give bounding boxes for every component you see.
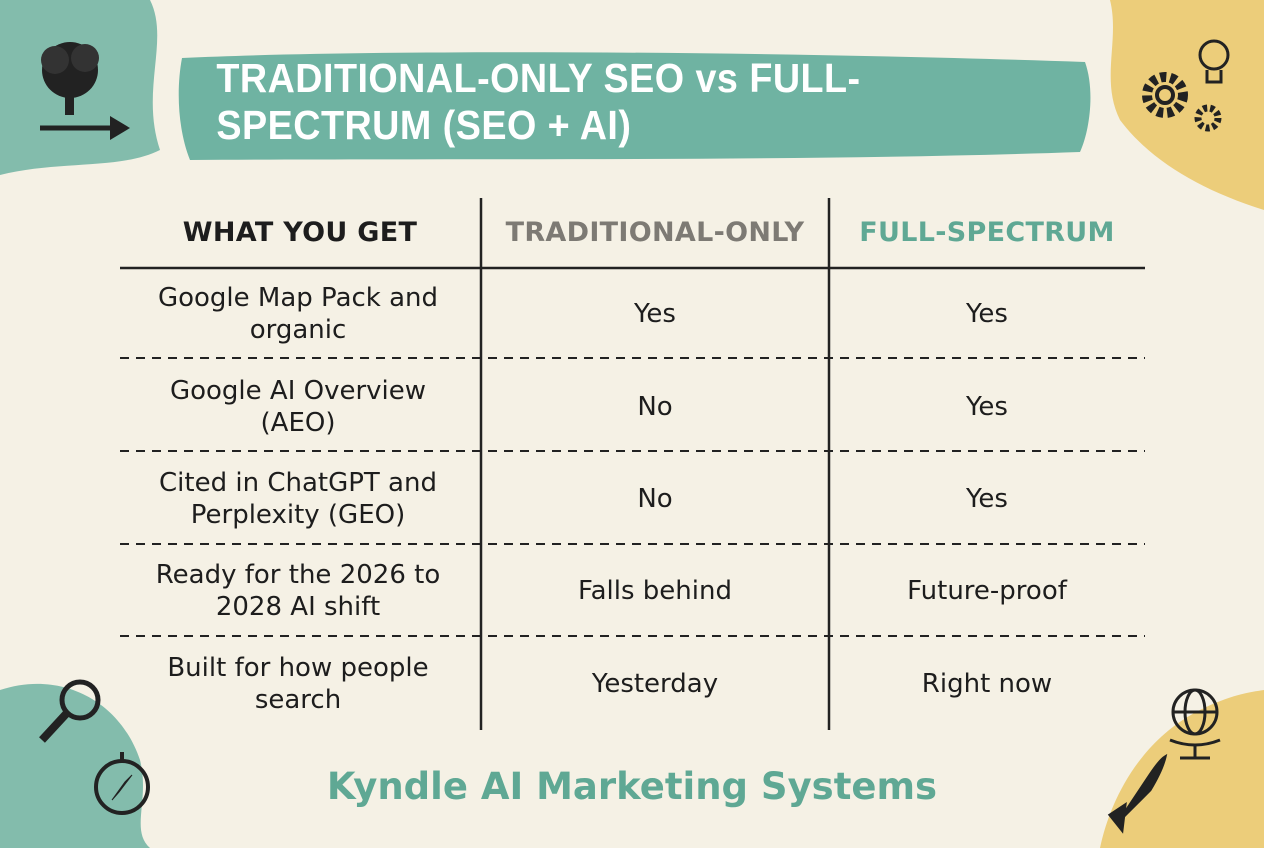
table-cell: Yesterday <box>591 669 719 699</box>
title-banner <box>178 52 1091 161</box>
table-cell: Yes <box>966 484 1008 514</box>
brush-top-right <box>1110 0 1264 210</box>
table-cell: No <box>637 392 673 422</box>
table-cell: Future-proof <box>907 576 1067 606</box>
table-cell: No <box>637 484 673 514</box>
table-cell: Falls behind <box>578 576 732 606</box>
table-lines <box>120 198 1145 730</box>
row-label: Built for how people search <box>167 653 429 715</box>
table-cell: Yes <box>966 392 1008 422</box>
gears-icon <box>1142 39 1230 132</box>
column-header: FULL-SPECTRUM <box>859 217 1115 248</box>
search-icon <box>39 679 150 815</box>
brush-bottom-right <box>1100 690 1264 848</box>
table-cell: Yes <box>966 299 1008 329</box>
column-header: WHAT YOU GET <box>182 217 418 248</box>
title: TRADITIONAL-ONLY SEO vs FULL-SPECTRUM (S… <box>216 55 861 148</box>
column-header: TRADITIONAL-ONLY <box>505 217 805 248</box>
tree-icon <box>40 42 130 140</box>
table-cell: Yes <box>634 299 676 329</box>
table-cell: Right now <box>921 669 1053 699</box>
globe-icon <box>1107 688 1221 834</box>
row-label: Google AI Overview (AEO) <box>169 376 427 438</box>
footer: Kyndle AI Marketing Systems <box>326 765 938 808</box>
row-label: Google Map Pack and organic <box>157 283 439 345</box>
row-label: Cited in ChatGPT and Perplexity (GEO) <box>159 468 437 530</box>
brush-bottom-left <box>0 683 150 848</box>
row-label: Ready for the 2026 to 2028 AI shift <box>155 560 441 622</box>
